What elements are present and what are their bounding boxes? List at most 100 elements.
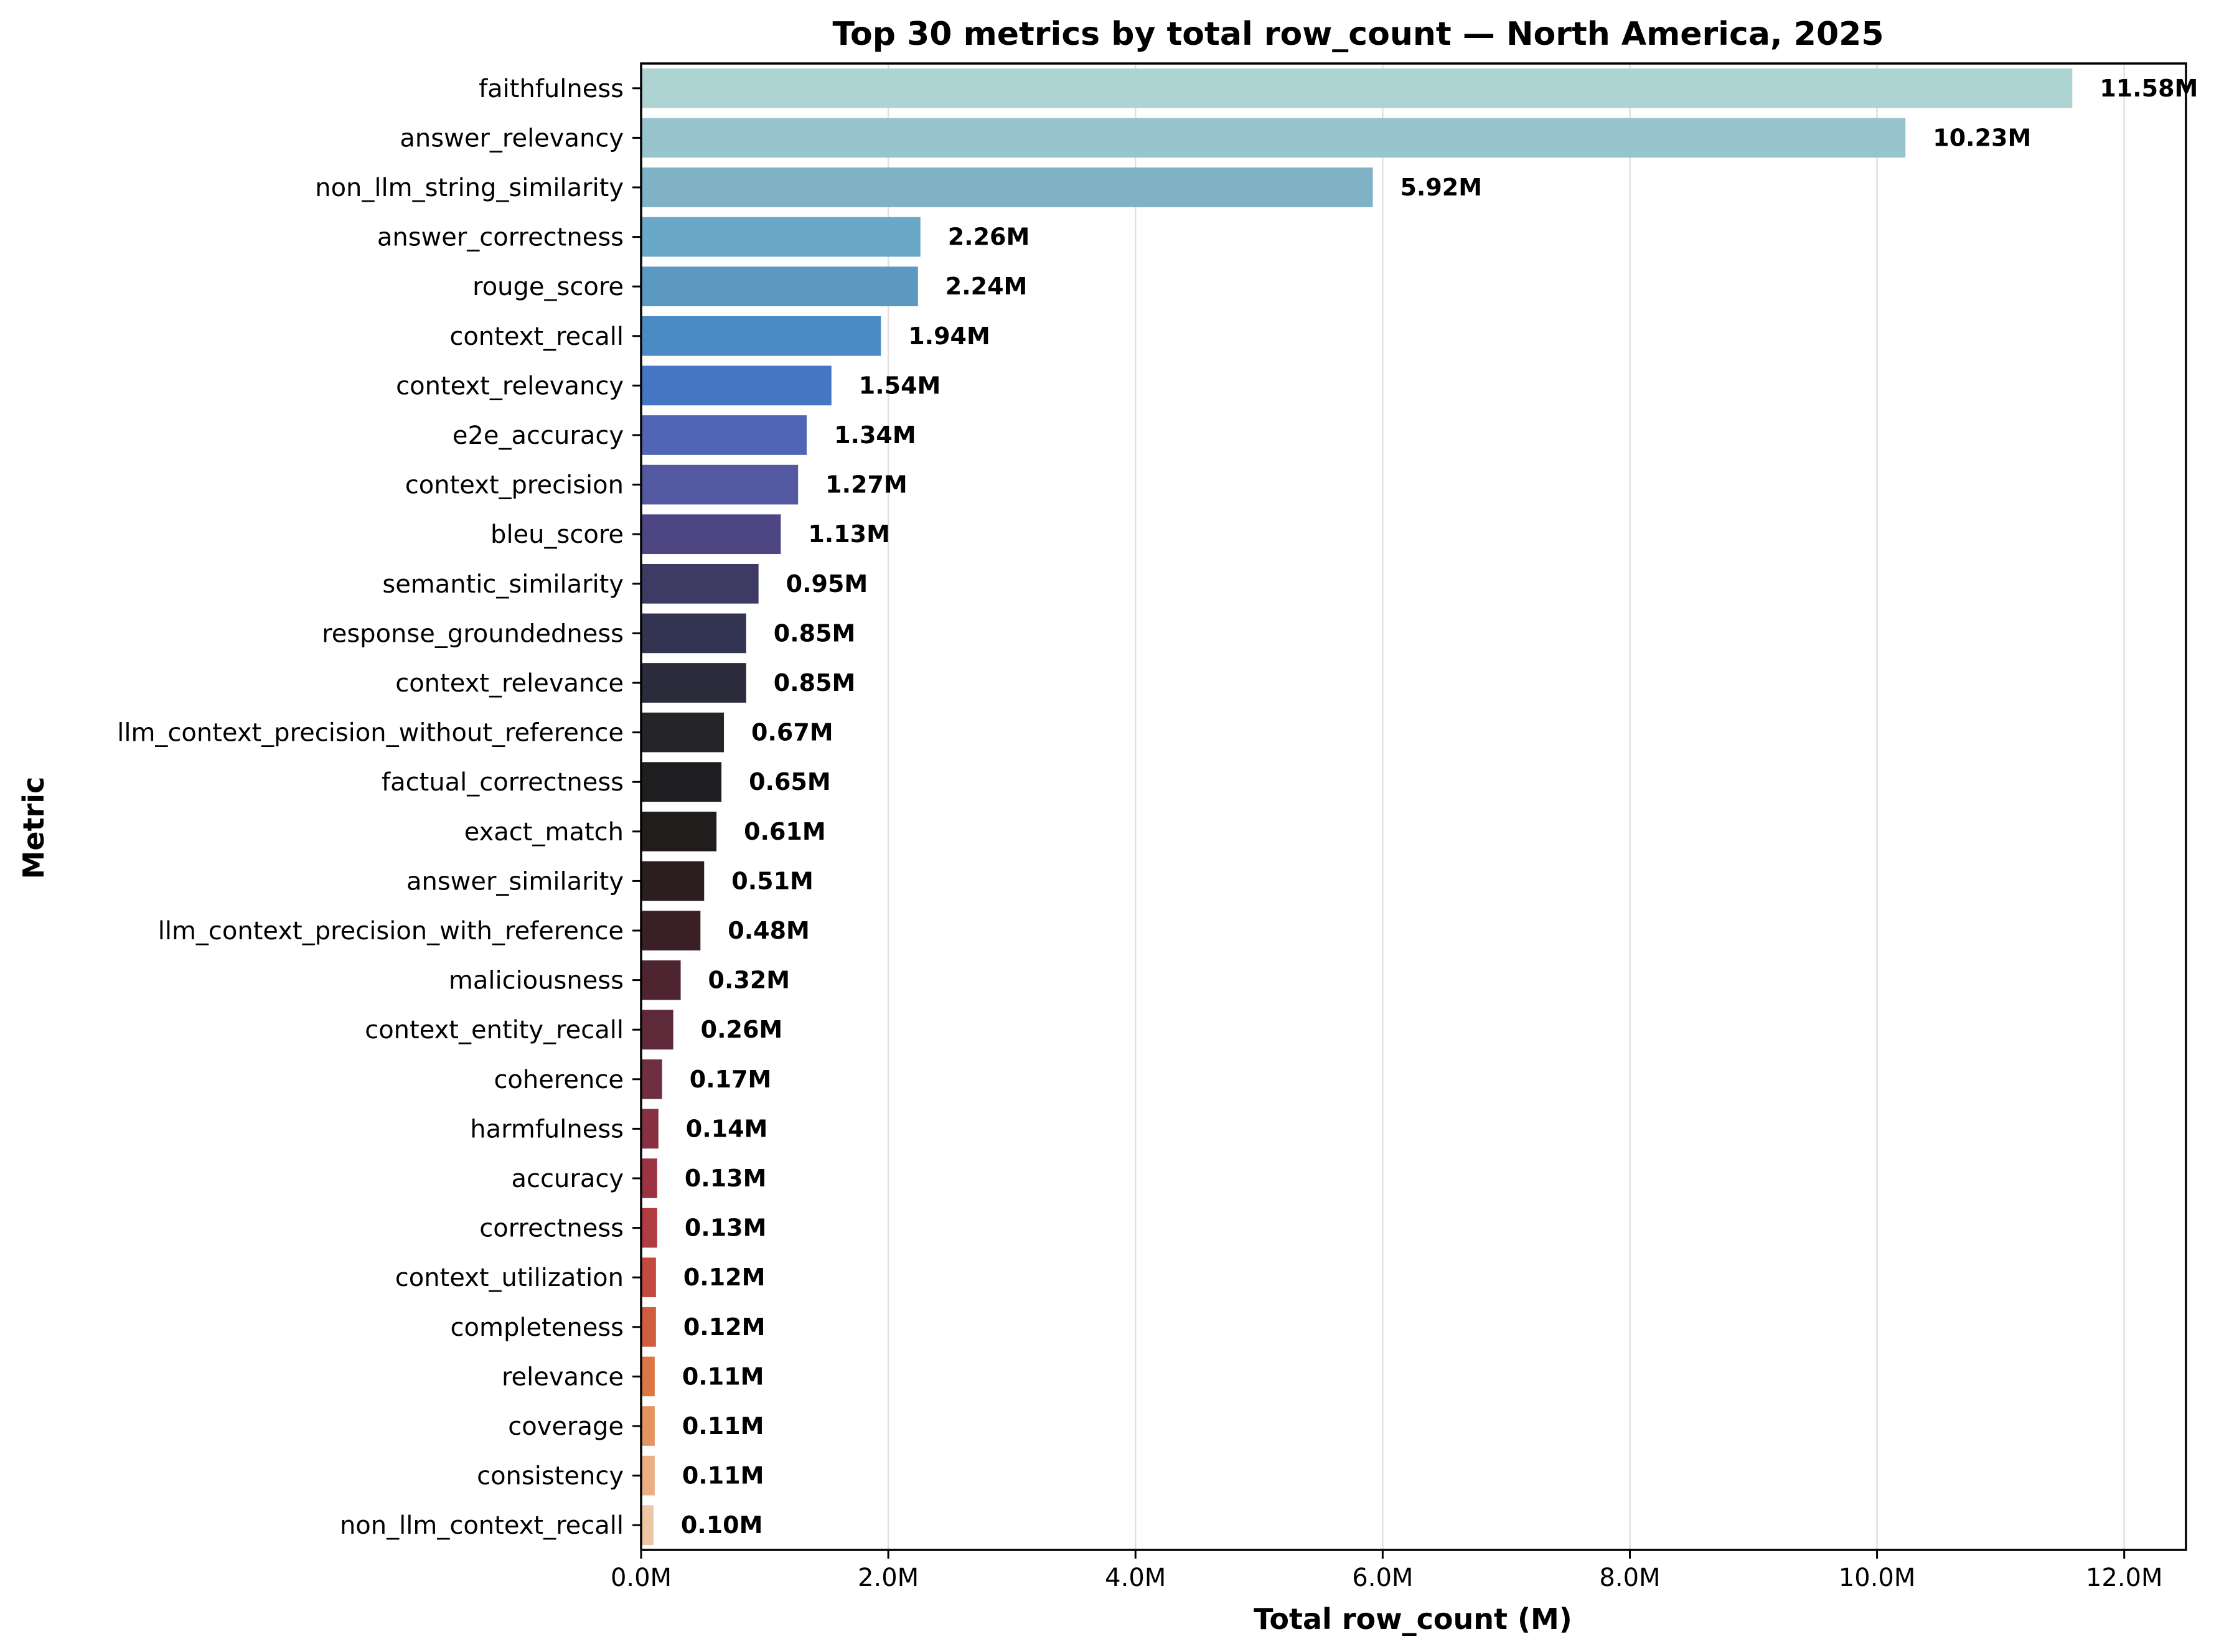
x-tick-label: 0.0M (611, 1564, 672, 1592)
bar (641, 1257, 656, 1298)
category-label: e2e_accuracy (453, 421, 624, 450)
data-label: 0.51M (731, 867, 814, 894)
bar (641, 217, 921, 257)
data-label: 0.11M (682, 1462, 764, 1490)
data-label: 1.13M (808, 520, 890, 548)
data-label: 0.14M (686, 1115, 768, 1142)
data-label: 10.23M (1933, 124, 2031, 151)
data-label: 0.10M (681, 1511, 763, 1539)
frame-layer (640, 62, 2187, 1551)
category-label: llm_context_precision_with_reference (158, 917, 624, 946)
data-label: 0.11M (682, 1412, 764, 1440)
category-label: accuracy (512, 1165, 624, 1193)
bar (641, 1356, 655, 1397)
bar (641, 167, 1373, 207)
data-label: 0.32M (708, 967, 790, 994)
category-label: context_recall (449, 322, 624, 351)
bar (641, 762, 722, 802)
category-label: completeness (451, 1313, 624, 1342)
data-label: 0.48M (728, 917, 810, 944)
y-axis-categories: faithfulness answer_relevancy non_llm_stri… (117, 75, 641, 1540)
bar (641, 1059, 662, 1099)
category-label: semantic_similarity (382, 570, 624, 599)
x-tick-label: 4.0M (1105, 1564, 1166, 1592)
category-label: exact_match (464, 818, 624, 847)
chart-title: Top 30 metrics by total row_count — Nort… (832, 16, 1884, 53)
category-label: maliciousness (449, 967, 624, 995)
category-label: llm_context_precision_without_reference (117, 719, 624, 748)
bar (641, 861, 705, 901)
category-label: answer_relevancy (400, 124, 624, 153)
bar (641, 415, 807, 455)
data-label: 0.26M (701, 1016, 783, 1043)
data-label: 2.26M (948, 223, 1030, 251)
x-tick-label: 2.0M (858, 1564, 919, 1592)
category-label: context_precision (405, 471, 624, 500)
bar (641, 316, 881, 356)
category-label: rouge_score (472, 273, 624, 301)
category-label: coverage (508, 1412, 624, 1441)
category-label: context_entity_recall (365, 1016, 624, 1044)
category-label: context_utilization (395, 1264, 624, 1292)
bar (641, 663, 746, 703)
category-label: relevance (502, 1363, 624, 1391)
bar (641, 464, 799, 505)
category-label: factual_correctness (382, 768, 624, 797)
category-label: answer_similarity (406, 867, 624, 896)
data-label: 1.27M (825, 471, 908, 499)
category-label: answer_correctness (377, 223, 624, 252)
category-label: coherence (494, 1066, 624, 1094)
category-label: context_relevancy (396, 372, 624, 400)
bar (641, 1109, 659, 1149)
bar (641, 613, 746, 654)
data-label: 0.13M (685, 1214, 767, 1242)
data-label: 11.58M (2099, 75, 2198, 102)
bar (641, 1406, 655, 1446)
bar-layer (641, 68, 2073, 1546)
bar (641, 1010, 673, 1050)
bar (641, 118, 1906, 158)
bar (641, 811, 717, 852)
bar (641, 266, 918, 307)
category-label: bleu_score (490, 520, 624, 549)
category-label: response_groundedness (322, 619, 624, 648)
data-label: 1.54M (859, 372, 941, 399)
data-label: 2.24M (945, 273, 1028, 300)
x-tick-label: 10.0M (1839, 1564, 1916, 1592)
bar (641, 960, 681, 1000)
data-label: 0.67M (751, 719, 833, 746)
data-label: 5.92M (1400, 174, 1482, 201)
x-axis-title: Total row_count (M) (1254, 1602, 1572, 1636)
data-label: 0.13M (685, 1165, 767, 1192)
bar (641, 1208, 657, 1248)
category-label: faithfulness (479, 75, 624, 103)
bar (641, 1455, 655, 1496)
data-label: 0.65M (749, 768, 831, 795)
data-label: 0.61M (744, 818, 826, 845)
data-label: 0.17M (690, 1066, 772, 1093)
bar (641, 911, 701, 950)
y-axis-title: Metric (17, 777, 50, 880)
category-label: consistency (477, 1462, 624, 1491)
grid-layer (640, 63, 2125, 1550)
data-label: 0.12M (683, 1264, 766, 1291)
bar (641, 1505, 654, 1546)
data-label: 0.85M (774, 669, 856, 697)
category-label: non_llm_context_recall (340, 1511, 624, 1540)
x-axis-ticks: 0.0M 2.0M 4.0M 6.0M 8.0M 10.0M 12.0M (611, 1550, 2163, 1592)
bar (641, 1158, 657, 1198)
category-label: non_llm_string_similarity (315, 174, 624, 202)
bar (641, 1307, 656, 1347)
data-label: 0.12M (683, 1313, 766, 1341)
category-label: harmfulness (470, 1115, 624, 1143)
plot-frame (640, 62, 2187, 1551)
bar (641, 712, 725, 753)
bar (641, 68, 2073, 108)
data-label: 0.85M (774, 619, 856, 647)
bar (641, 514, 781, 555)
data-label: 1.34M (834, 421, 916, 449)
data-label: 1.94M (908, 322, 990, 350)
bar (641, 563, 759, 604)
